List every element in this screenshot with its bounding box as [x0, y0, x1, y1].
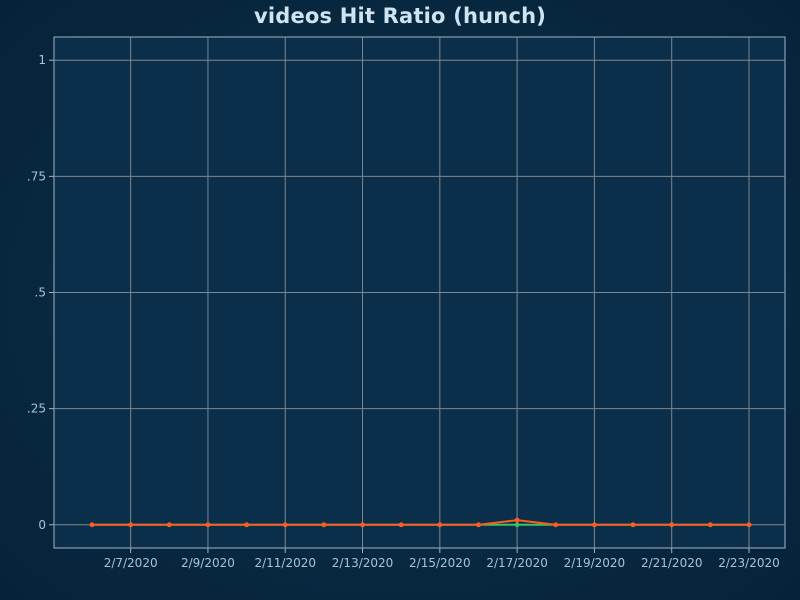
- x-tick-label: 2/17/2020: [486, 556, 548, 570]
- data-point-series-1[interactable]: [398, 522, 404, 528]
- series-layer: [89, 517, 752, 528]
- data-point-series-1[interactable]: [205, 522, 211, 528]
- x-tick-label: 2/9/2020: [181, 556, 235, 570]
- chart-title: videos Hit Ratio (hunch): [253, 4, 547, 28]
- x-tick-label: 2/15/2020: [409, 556, 471, 570]
- data-point-series-1[interactable]: [476, 522, 481, 528]
- data-point-series-1[interactable]: [437, 522, 443, 528]
- data-point-series-0[interactable]: [514, 522, 520, 528]
- data-point-series-1[interactable]: [244, 522, 249, 528]
- data-point-series-1[interactable]: [553, 522, 559, 528]
- data-point-series-1[interactable]: [592, 522, 597, 528]
- y-tick-label: .25: [27, 402, 46, 416]
- data-point-series-1[interactable]: [514, 517, 520, 523]
- y-tick-label: 0: [38, 518, 46, 532]
- x-tick-label: 2/11/2020: [254, 556, 316, 570]
- data-point-series-1[interactable]: [282, 522, 288, 528]
- grid-layer: [54, 37, 785, 548]
- y-tick-label: 1: [38, 53, 46, 67]
- series-line-1: [92, 519, 749, 526]
- data-point-series-1[interactable]: [669, 522, 675, 528]
- data-point-series-1[interactable]: [321, 522, 327, 528]
- data-point-series-1[interactable]: [746, 522, 752, 528]
- data-point-series-1[interactable]: [166, 522, 172, 528]
- x-tick-label: 2/13/2020: [332, 556, 394, 570]
- axis-layer: 0 .25 .5 .75 1 2/7/2020 2/9/2020 2/11/2020 2/13/…: [27, 53, 780, 570]
- data-point-series-1[interactable]: [89, 522, 95, 528]
- x-tick-label: 2/23/2020: [718, 556, 780, 570]
- data-point-series-1[interactable]: [630, 522, 636, 528]
- x-tick-label: 2/7/2020: [104, 556, 158, 570]
- data-point-series-1[interactable]: [707, 522, 713, 528]
- x-tick-label: 2/21/2020: [641, 556, 703, 570]
- y-tick-label: .5: [35, 286, 46, 300]
- data-point-series-1[interactable]: [128, 522, 134, 528]
- data-point-series-1[interactable]: [360, 522, 365, 528]
- x-tick-label: 2/19/2020: [564, 556, 626, 570]
- y-tick-label: .75: [27, 169, 46, 183]
